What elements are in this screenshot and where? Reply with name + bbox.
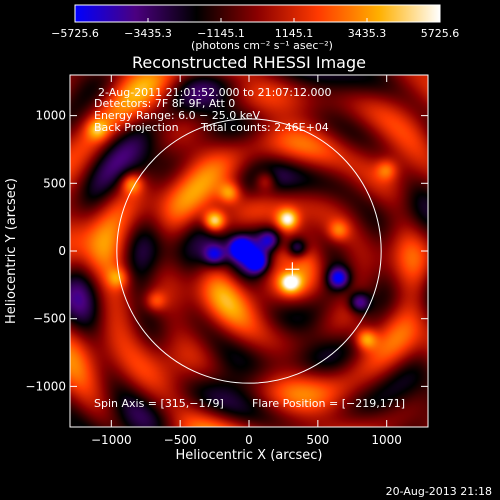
- y-tick-label: 1000: [35, 109, 66, 123]
- x-tick-label: −1000: [91, 433, 132, 447]
- annotation-detectors: Detectors: 7F 8F 9F, Att 0: [94, 97, 235, 110]
- annotation-total-counts: Total counts: 2.46E+04: [200, 121, 329, 134]
- flare-position-marker: [285, 262, 300, 277]
- x-axis-label: Heliocentric X (arcsec): [176, 448, 323, 463]
- colorbar: [74, 4, 441, 23]
- y-tick-label: 0: [58, 244, 66, 258]
- colorbar-tick-label: 5725.6: [421, 27, 460, 40]
- y-tick-label: −500: [33, 312, 66, 326]
- solar-limb-circle: [116, 118, 382, 384]
- y-axis-label: Heliocentric Y (arcsec): [4, 178, 19, 324]
- annotation-energy-range: Energy Range: 6.0 − 25.0 keV: [94, 109, 261, 122]
- x-axis-ticks: −1000 −500 0 500 1000: [91, 75, 402, 447]
- colorbar-tick-label: 3435.3: [348, 27, 387, 40]
- annotation-time-range: 2-Aug-2011 21:01:52.000 to 21:07:12.000: [98, 86, 332, 99]
- y-tick-label: −1000: [25, 379, 66, 393]
- colorbar-tick-label: −3435.3: [124, 27, 172, 40]
- annotation-flare-position: Flare Position = [−219,171]: [252, 397, 405, 410]
- chart-title: Reconstructed RHESSI Image: [132, 53, 366, 72]
- colorbar-ticks: −5725.6 −3435.3 −1145.1 1145.1 3435.3 5725.6: [51, 18, 459, 40]
- x-tick-label: 1000: [371, 433, 402, 447]
- colorbar-tick-label: −1145.1: [197, 27, 245, 40]
- y-axis-ticks: −1000 −500 0 500 1000: [25, 109, 428, 393]
- colorbar-tick-label: −5725.6: [51, 27, 99, 40]
- colorbar-tick-label: 1145.1: [275, 27, 314, 40]
- annotation-algorithm: Back Projection: [94, 121, 179, 134]
- x-tick-label: 500: [306, 433, 329, 447]
- x-tick-label: 0: [245, 433, 253, 447]
- annotation-spin-axis: Spin Axis = [315,−179]: [94, 397, 224, 410]
- x-tick-label: −500: [164, 433, 197, 447]
- footer-timestamp: 20-Aug-2013 21:18: [386, 485, 492, 498]
- colorbar-unit-label: (photons cm⁻² s⁻¹ asec⁻²): [191, 39, 333, 52]
- y-tick-label: 500: [43, 176, 66, 190]
